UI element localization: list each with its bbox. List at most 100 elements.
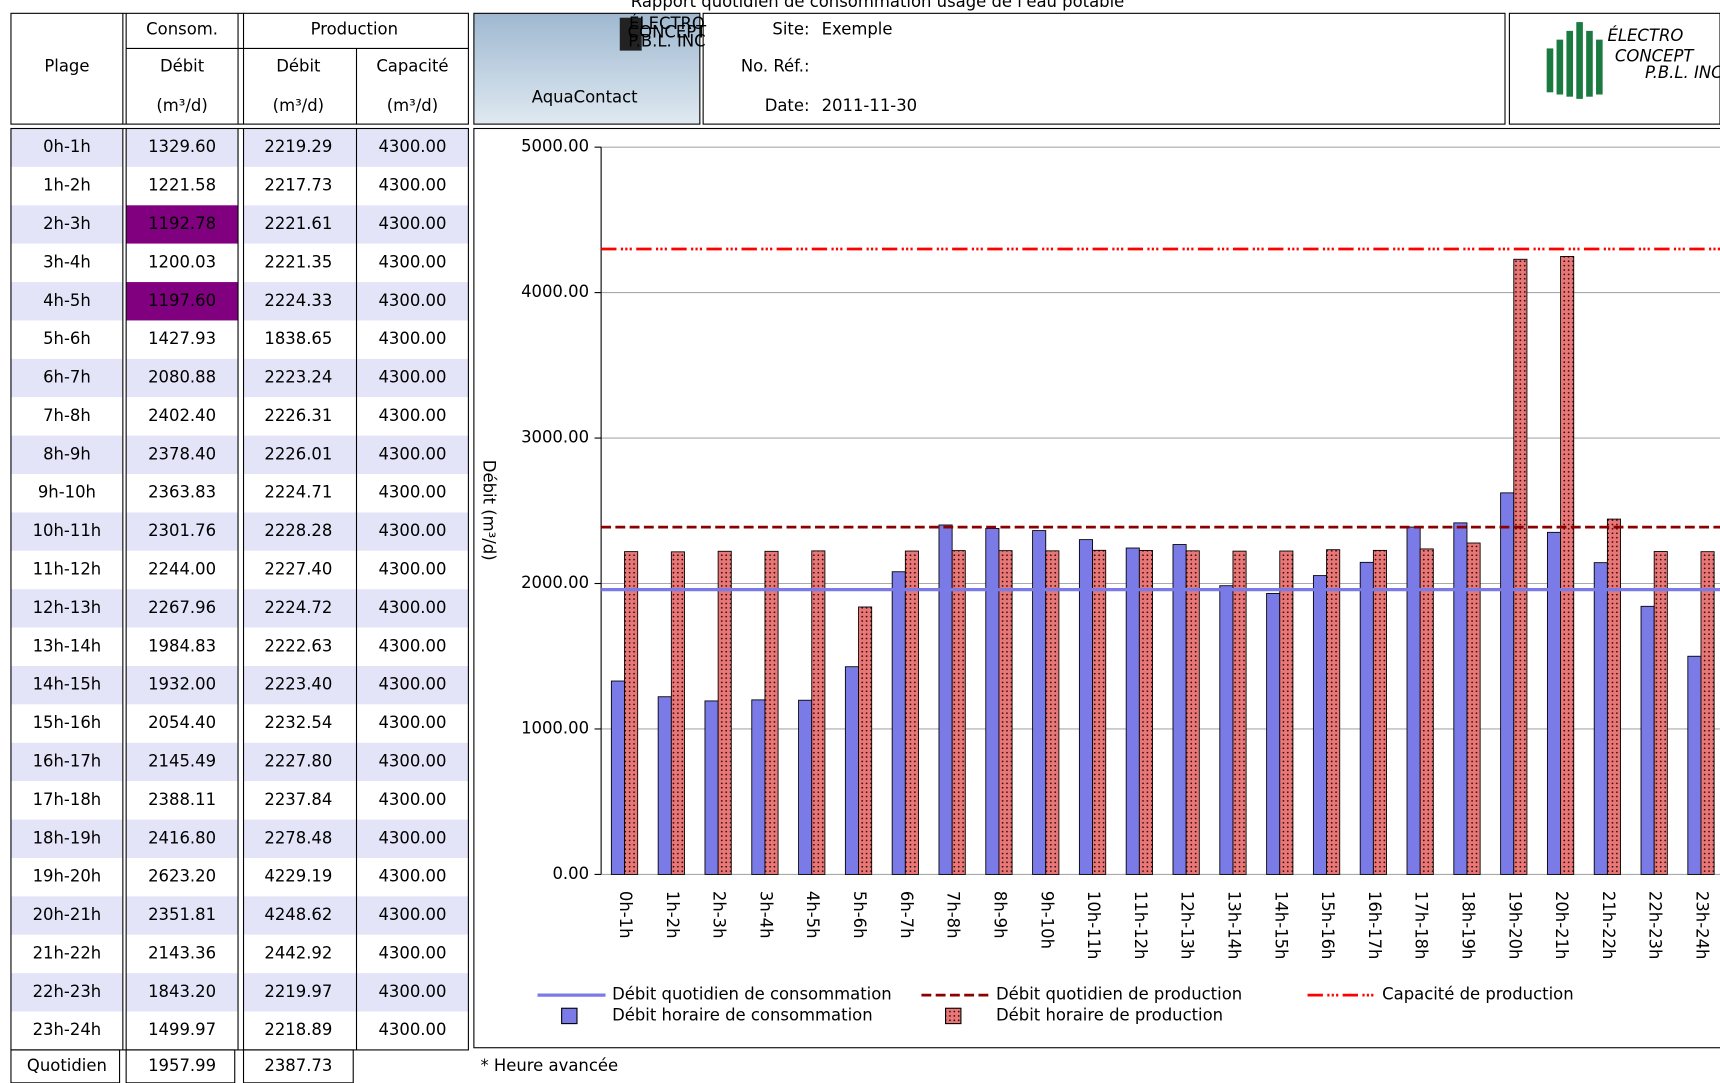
label: 2221.35 xyxy=(264,252,332,271)
cell xyxy=(126,666,239,705)
cell xyxy=(10,358,123,398)
cell xyxy=(243,704,357,743)
cell xyxy=(356,358,469,398)
cell xyxy=(10,781,123,820)
label: 1957.99 xyxy=(148,1056,216,1075)
cell xyxy=(243,781,357,820)
cell xyxy=(356,397,469,436)
bar xyxy=(1640,605,1655,875)
cell xyxy=(356,512,469,551)
cell xyxy=(356,666,469,705)
x-tick-label: 21h-22h xyxy=(1599,891,1618,960)
label: 2228.28 xyxy=(264,521,332,540)
label: (m³/d) xyxy=(273,96,324,115)
label: Date: xyxy=(765,96,810,115)
bar xyxy=(764,550,779,875)
legend-label: Débit horaire de consommation xyxy=(612,1005,873,1024)
label: 2054.40 xyxy=(148,713,216,732)
label: 9h-10h xyxy=(38,483,96,502)
bar xyxy=(1653,551,1668,875)
label: Capacité xyxy=(376,57,448,76)
bar xyxy=(1092,549,1107,875)
x-tick-label: 23h-24h xyxy=(1692,891,1711,960)
x-tick-label: 19h-20h xyxy=(1505,891,1524,960)
cell xyxy=(126,166,239,206)
cell xyxy=(126,435,239,475)
label: CONCEPT xyxy=(628,23,707,42)
label: 2217.73 xyxy=(264,176,332,195)
label: 3h-4h xyxy=(43,252,91,271)
bar xyxy=(998,550,1013,875)
cell xyxy=(356,550,469,590)
label: 4300.00 xyxy=(378,406,446,425)
bar xyxy=(798,699,813,875)
cell xyxy=(243,550,357,590)
label: 2224.72 xyxy=(264,598,332,617)
label: 14h-15h xyxy=(33,675,102,694)
label: 17h-18h xyxy=(33,790,102,809)
cell xyxy=(126,1011,239,1050)
bar xyxy=(951,550,966,875)
label: 4300.00 xyxy=(378,560,446,579)
bar xyxy=(1372,549,1387,875)
cell xyxy=(10,819,123,858)
bar xyxy=(1359,561,1374,875)
label: Débit xyxy=(160,57,205,76)
legend-label: Débit quotidien de production xyxy=(996,985,1242,1004)
cell xyxy=(126,550,239,590)
bar xyxy=(1266,592,1281,875)
cell xyxy=(243,857,357,897)
label: 2223.24 xyxy=(264,368,332,387)
label: 18h-19h xyxy=(33,828,102,847)
label: 4300.00 xyxy=(378,329,446,348)
site-info xyxy=(702,12,1506,125)
bar xyxy=(717,550,732,875)
bar xyxy=(1606,518,1621,875)
bar xyxy=(1185,550,1200,875)
label: Exemple xyxy=(822,19,893,38)
cell xyxy=(126,282,239,321)
cell xyxy=(356,627,469,667)
label: 4300.00 xyxy=(378,598,446,617)
label: 2267.96 xyxy=(148,598,216,617)
label: 4h-5h xyxy=(43,291,91,310)
label: 2227.40 xyxy=(264,560,332,579)
cell xyxy=(356,320,469,359)
cell xyxy=(126,474,239,513)
label: 21h-22h xyxy=(33,943,102,962)
label: 2224.33 xyxy=(264,291,332,310)
label: 2378.40 xyxy=(148,444,216,463)
legend-label: Capacité de production xyxy=(1382,985,1573,1004)
cell xyxy=(10,474,123,513)
label: 4300.00 xyxy=(378,137,446,156)
label: 1200.03 xyxy=(148,252,216,271)
cell xyxy=(10,973,123,1012)
label: 2388.11 xyxy=(148,790,216,809)
cell xyxy=(243,666,357,705)
y-tick-label: 0.00 xyxy=(552,864,589,883)
label: 1192.78 xyxy=(148,214,216,233)
y-tick-label: 1000.00 xyxy=(521,718,589,737)
cell xyxy=(126,397,239,436)
cell xyxy=(356,704,469,743)
bar xyxy=(670,551,685,875)
x-tick-label: 0h-1h xyxy=(616,891,635,939)
cell xyxy=(356,282,469,321)
label: 2387.73 xyxy=(264,1056,332,1075)
label: 20h-21h xyxy=(33,905,102,924)
cell xyxy=(126,627,239,667)
cell xyxy=(243,934,357,974)
cell xyxy=(243,819,357,858)
cell xyxy=(356,589,469,628)
label: 2221.61 xyxy=(264,214,332,233)
bar xyxy=(1232,550,1247,875)
label: 2232.54 xyxy=(264,713,332,732)
x-tick-label: 11h-12h xyxy=(1131,891,1150,960)
label: 4300.00 xyxy=(378,713,446,732)
cell xyxy=(126,896,239,935)
cell xyxy=(356,166,469,206)
cell xyxy=(356,819,469,858)
label: 4300.00 xyxy=(378,1020,446,1039)
cell xyxy=(10,550,123,590)
